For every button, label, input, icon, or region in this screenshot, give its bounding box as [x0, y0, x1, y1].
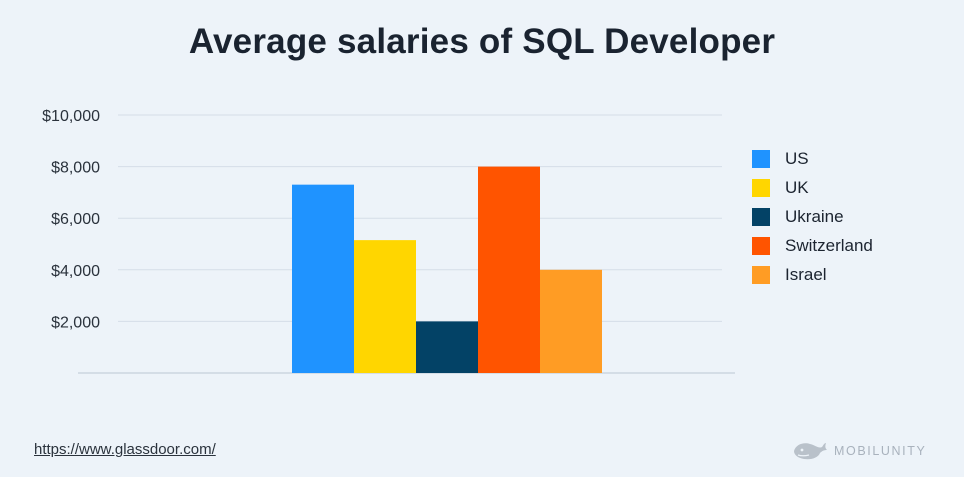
legend-label: Switzerland [785, 235, 873, 255]
legend-item: Israel [752, 260, 873, 289]
bar-switzerland [478, 166, 540, 373]
legend-swatch [752, 178, 770, 197]
bar-us [292, 184, 354, 373]
legend-swatch [752, 265, 770, 284]
legend-label: US [785, 148, 809, 168]
brand-name: MOBILUNITY [834, 444, 927, 458]
whale-logo-icon [794, 443, 827, 460]
legend-label: UK [785, 177, 809, 197]
brand-logo: MOBILUNITY [792, 439, 926, 463]
y-tick-label: $10,000 [42, 108, 100, 125]
bar-israel [540, 269, 602, 373]
y-tick-label: $8,000 [51, 160, 100, 177]
legend-swatch [752, 207, 770, 226]
y-tick-label: $2,000 [51, 314, 100, 331]
legend-label: Israel [785, 264, 827, 284]
y-tick-label: $4,000 [51, 263, 100, 280]
legend-swatch [752, 236, 770, 255]
legend-item: Switzerland [752, 231, 873, 260]
legend-label: Ukraine [785, 206, 844, 226]
legend-item: Ukraine [752, 202, 873, 231]
bar-ukraine [416, 321, 478, 373]
legend-item: US [752, 144, 873, 173]
bar-uk [354, 240, 416, 373]
legend-item: UK [752, 173, 873, 202]
source-link[interactable]: https://www.glassdoor.com/ [34, 441, 216, 458]
y-tick-label: $6,000 [51, 211, 100, 228]
legend-swatch [752, 149, 770, 168]
chart-legend: US UK Ukraine Switzerland Israel [752, 144, 873, 289]
chart-title: Average salaries of SQL Developer [188, 22, 776, 61]
